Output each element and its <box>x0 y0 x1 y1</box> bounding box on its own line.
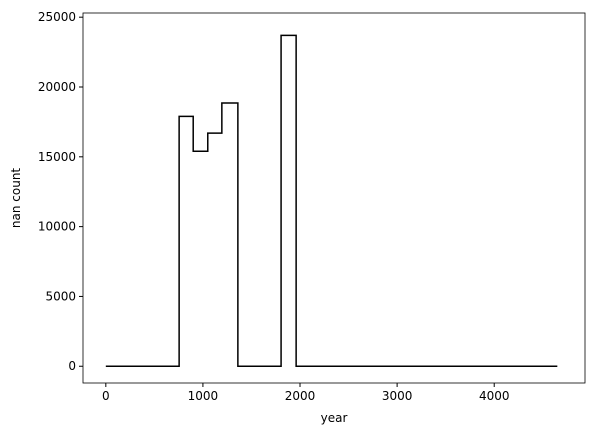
y-tick-label: 25000 <box>38 10 76 24</box>
y-tick-label: 0 <box>68 359 76 373</box>
y-tick-label: 15000 <box>38 150 76 164</box>
x-tick-label: 1000 <box>188 389 219 403</box>
y-tick-label: 20000 <box>38 80 76 94</box>
y-axis-label: nan count <box>9 168 23 229</box>
x-tick-label: 4000 <box>479 389 510 403</box>
x-tick-label: 3000 <box>382 389 413 403</box>
x-axis-label: year <box>321 411 348 425</box>
line <box>105 34 558 367</box>
y-tick-label: 10000 <box>38 220 76 234</box>
x-tick-label: 0 <box>102 389 110 403</box>
axes-frame <box>82 12 586 384</box>
y-tick-label: 5000 <box>45 289 76 303</box>
x-tick-label: 2000 <box>285 389 316 403</box>
